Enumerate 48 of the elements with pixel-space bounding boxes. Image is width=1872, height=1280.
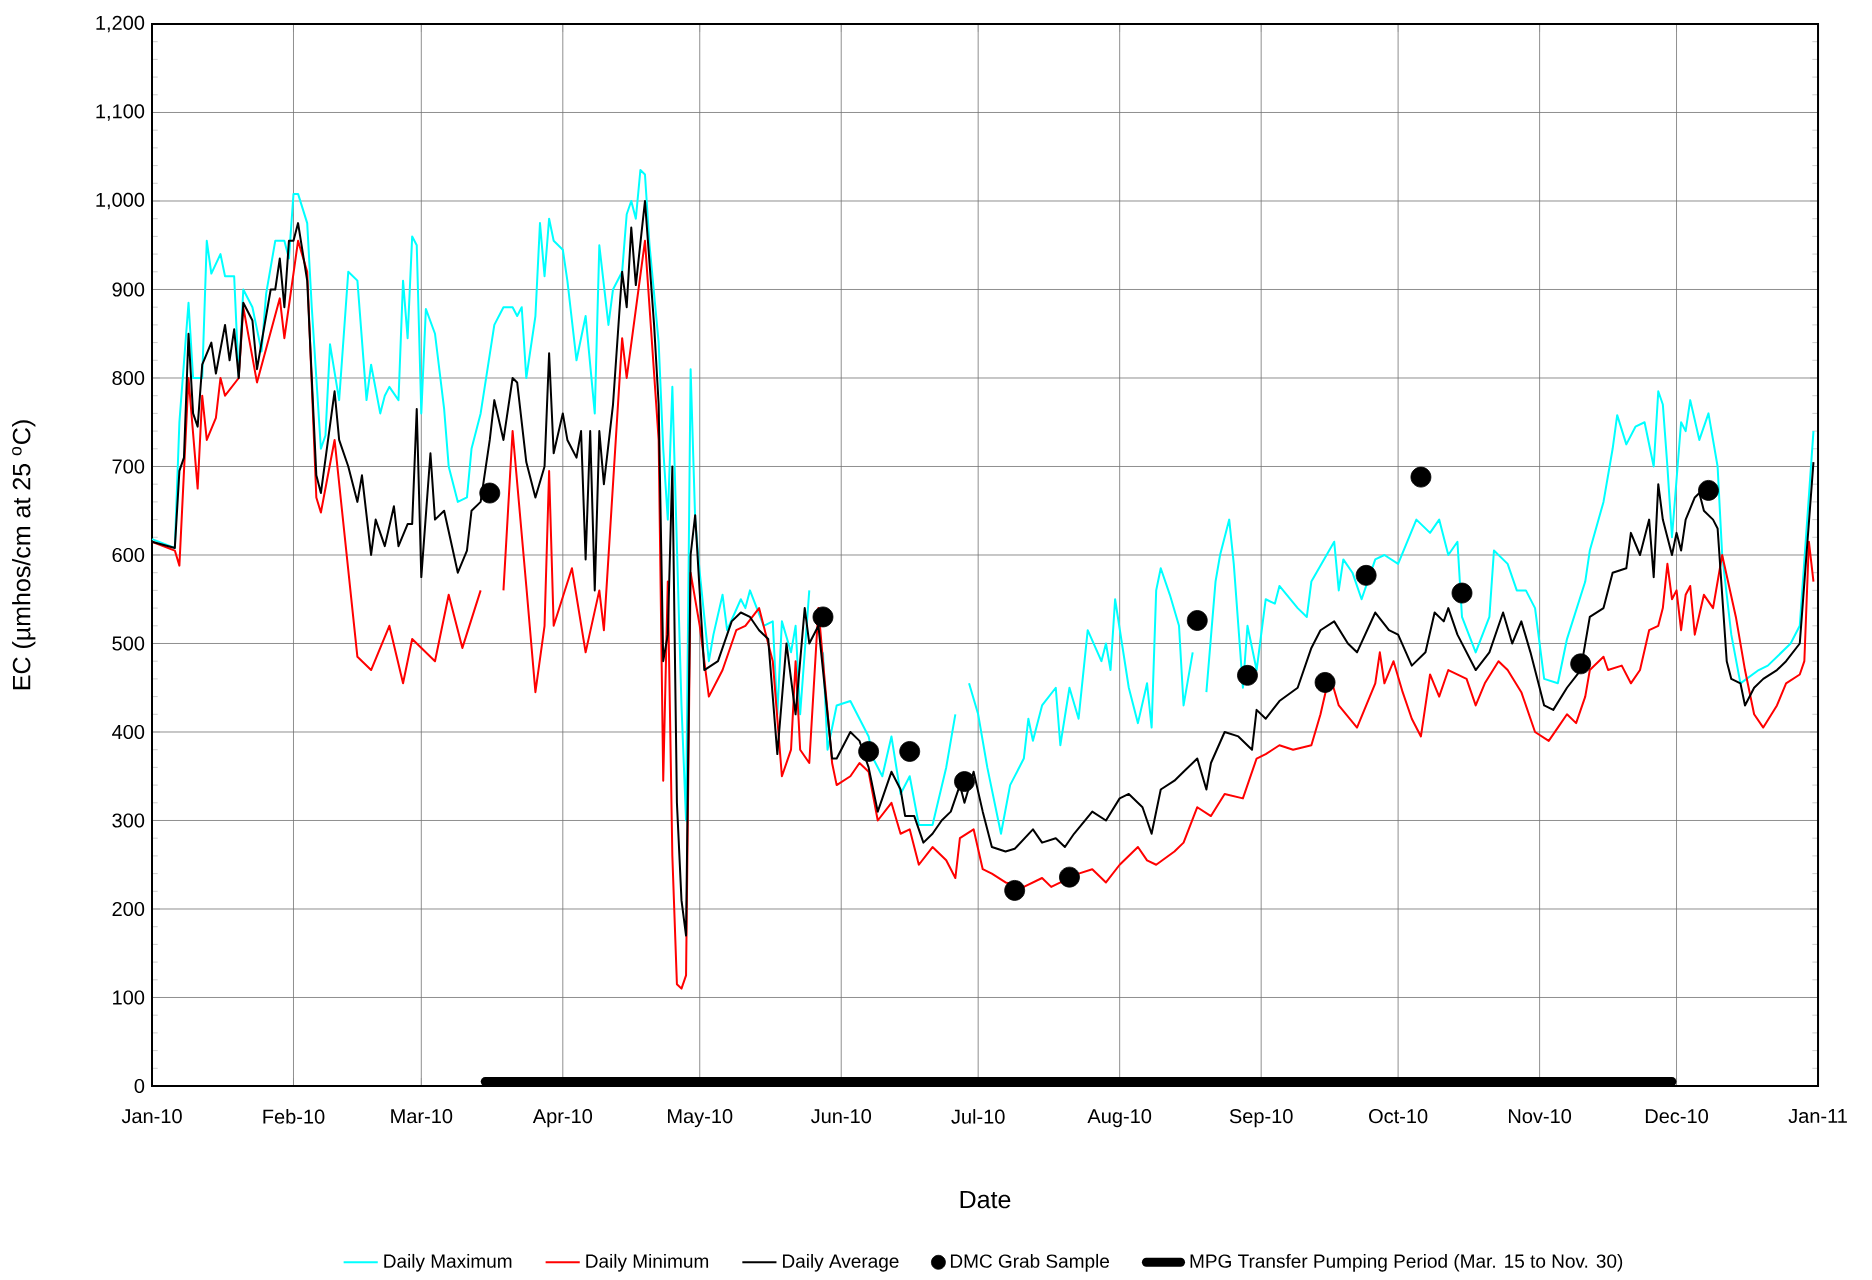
point bbox=[1004, 880, 1026, 901]
x-tick-label: Feb-10 bbox=[263, 1109, 325, 1124]
point bbox=[1355, 564, 1377, 586]
y-tick-label: 200 bbox=[112, 901, 145, 917]
x-tick-label: Mar-10 bbox=[391, 1109, 453, 1124]
y-tick-label: 800 bbox=[112, 370, 145, 386]
point bbox=[812, 606, 834, 628]
x-tick-label: Aug-10 bbox=[1087, 1109, 1152, 1128]
point bbox=[1451, 582, 1473, 604]
x-tick-label: Dec-10 bbox=[1645, 1109, 1708, 1124]
y-tick-label: 1,000 bbox=[96, 192, 145, 210]
y-tick-label: 0 bbox=[134, 1078, 145, 1094]
point bbox=[858, 741, 880, 762]
x-tick-label: Jan-11 bbox=[1788, 1109, 1847, 1124]
point bbox=[954, 771, 975, 792]
x-axis-title: Date bbox=[960, 1190, 1011, 1209]
x-tick-label: Jul-10 bbox=[951, 1109, 1005, 1124]
point bbox=[1186, 610, 1208, 631]
y-tick-label: 400 bbox=[112, 724, 145, 740]
point bbox=[1059, 866, 1080, 888]
x-tick-label: Sep-10 bbox=[1229, 1109, 1293, 1128]
x-tick-label: Nov-10 bbox=[1508, 1109, 1572, 1124]
y-tick-label: 700 bbox=[112, 459, 145, 474]
x-tick-label: Jan-10 bbox=[121, 1109, 182, 1124]
point bbox=[1698, 479, 1719, 501]
point bbox=[1570, 653, 1592, 675]
legend-label: MPG Transfer Pumping Period (Mar. 15 to Nov. 30) bbox=[1190, 1253, 1623, 1272]
y-tick-label: 1,200 bbox=[96, 15, 145, 33]
x-tick-label: Jun-10 bbox=[810, 1109, 872, 1124]
y-tick-label: 1,100 bbox=[96, 104, 145, 121]
point bbox=[899, 741, 921, 762]
x-tick-label: May-10 bbox=[668, 1109, 733, 1128]
legend-label: DMC Grab Sample bbox=[950, 1253, 1110, 1272]
point bbox=[1410, 466, 1432, 488]
y-axis-title: EC (µmhos/cm at 25 $^{o}$C) bbox=[12, 420, 36, 690]
y-tick-label: 300 bbox=[112, 813, 145, 828]
point bbox=[1237, 664, 1258, 686]
y-tick-label: 600 bbox=[112, 547, 145, 563]
x-tick-label: Apr-10 bbox=[532, 1109, 593, 1128]
x-tick-label: Oct-10 bbox=[1369, 1109, 1428, 1124]
legend-label: Daily Minimum bbox=[586, 1253, 709, 1272]
legend-label: Daily Maximum bbox=[384, 1253, 512, 1272]
point bbox=[479, 482, 501, 504]
legend-label: Daily Average bbox=[783, 1253, 899, 1272]
y-tick-label: 900 bbox=[112, 282, 145, 297]
y-tick-label: 100 bbox=[113, 990, 145, 1005]
point bbox=[1314, 672, 1336, 693]
y-tick-label: 500 bbox=[112, 636, 145, 651]
